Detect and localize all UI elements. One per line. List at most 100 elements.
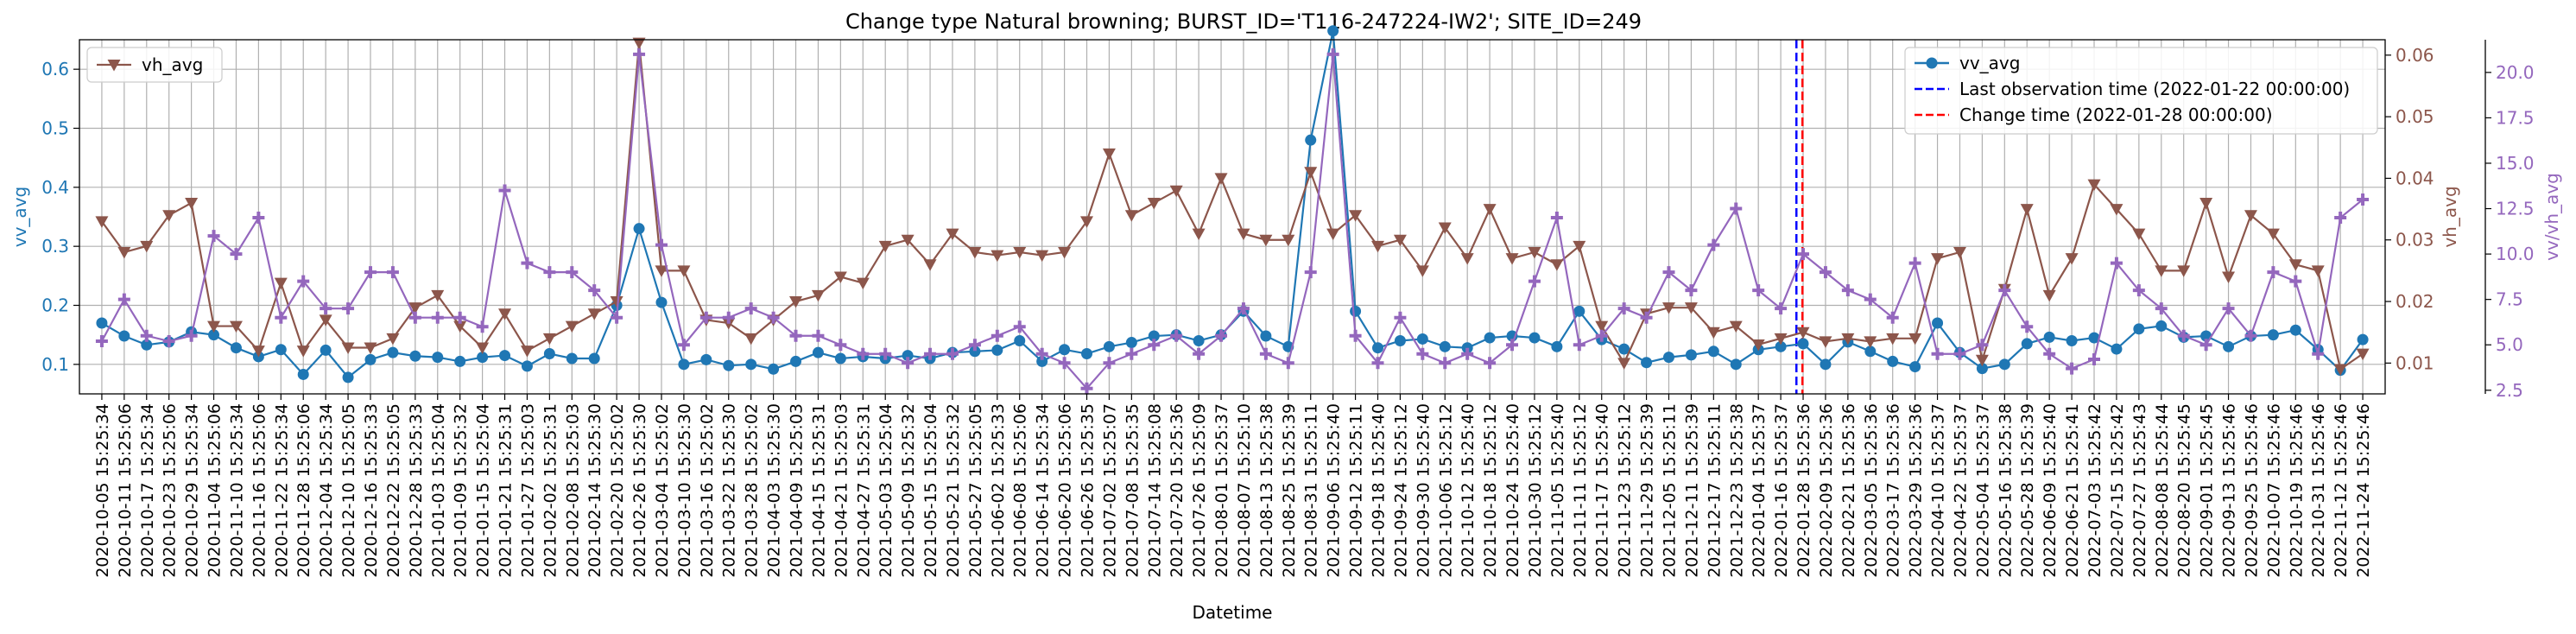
point-vh [1282, 234, 1295, 247]
legend-left-box [86, 47, 223, 83]
x-tick-label: 2021-03-28 15:25:02 [743, 403, 762, 578]
point-ratio [1215, 329, 1228, 342]
x-tick-label: 2021-03-22 15:25:30 [720, 403, 739, 578]
x-tick-label: 2022-08-08 15:25:44 [2153, 403, 2172, 578]
point-ratio [1349, 329, 1362, 342]
x-tick-label: 2022-02-09 15:25:36 [1817, 403, 1836, 578]
point-vh [1975, 354, 1989, 367]
point-ratio [117, 293, 130, 306]
point-vv [2111, 343, 2123, 355]
point-vh [833, 271, 847, 284]
point-vh [2222, 271, 2236, 284]
point-vh [856, 277, 870, 290]
point-vh [1326, 228, 1340, 241]
x-tick-label: 2022-05-16 15:25:38 [1996, 403, 2015, 578]
x-tick-label: 2021-01-21 15:25:31 [497, 403, 516, 578]
x-tick-label: 2020-12-10 15:25:05 [339, 403, 358, 578]
x-tick-label: 2021-11-23 15:25:12 [1616, 403, 1635, 578]
point-ratio [1707, 238, 1720, 251]
x-tick-label: 2021-05-15 15:25:04 [921, 403, 940, 578]
x-tick-label: 2021-04-21 15:25:03 [832, 403, 851, 578]
x-tick-label: 2021-03-04 15:25:02 [653, 403, 672, 578]
point-ratio [2110, 257, 2123, 269]
point-ratio [789, 329, 802, 342]
point-vh [677, 265, 691, 277]
point-vh [1573, 240, 1586, 253]
point-vv [499, 350, 511, 362]
x-tick-label: 2022-09-13 15:25:46 [2220, 403, 2239, 578]
point-ratio [1193, 347, 1206, 360]
point-vh [1864, 336, 1877, 348]
point-vh [968, 247, 982, 259]
point-vv [1059, 344, 1071, 356]
x-tick-label: 2022-06-09 15:25:40 [2041, 403, 2060, 578]
x-tick-label: 2021-08-01 15:25:37 [1212, 403, 1231, 578]
x-tick-label: 2021-04-27 15:25:31 [854, 403, 873, 578]
point-vv [1641, 357, 1653, 369]
point-vh [274, 277, 288, 290]
point-ratio [1506, 339, 1519, 352]
y-tick-label-right2: 2.5 [2496, 380, 2523, 401]
x-tick-label: 2022-10-07 15:25:46 [2264, 403, 2283, 578]
point-vv [1864, 346, 1877, 358]
x-tick-label: 2022-07-03 15:25:42 [2085, 403, 2104, 578]
point-vh [878, 240, 892, 253]
y-tick-label-right2: 20.0 [2496, 62, 2535, 83]
point-vh [2087, 179, 2101, 192]
point-ratio [386, 266, 399, 279]
x-tick-label: 2021-10-12 15:25:40 [1459, 403, 1478, 578]
x-tick-label: 2020-10-29 15:25:34 [183, 403, 202, 578]
x-tick-label: 2021-09-06 15:25:40 [1325, 403, 1344, 578]
point-vh [1192, 228, 1206, 241]
point-vh [946, 228, 959, 241]
point-vh [1483, 204, 1497, 216]
point-vv [1439, 340, 1451, 352]
point-vv [543, 348, 555, 360]
point-ratio [1931, 347, 1944, 360]
point-ratio [1998, 284, 2011, 297]
point-vv [2155, 320, 2168, 332]
point-ratio [2357, 193, 2370, 206]
point-vh [1684, 302, 1698, 314]
legend-label-vv: vv_avg [1959, 53, 2020, 73]
point-ratio [611, 311, 623, 324]
x-tick-label: 2021-01-09 15:25:32 [452, 403, 471, 578]
point-vv [1484, 332, 1496, 344]
x-tick-label: 2022-06-21 15:25:41 [2063, 403, 2082, 578]
x-tick-label: 2021-01-27 15:25:03 [518, 403, 537, 578]
x-tick-label: 2021-08-25 15:25:39 [1280, 403, 1299, 578]
point-vv [1685, 349, 1697, 361]
point-ratio [1058, 357, 1071, 370]
point-vv [2223, 340, 2235, 352]
x-tick-label: 2022-08-20 15:25:45 [2175, 403, 2194, 578]
point-vh [1058, 247, 1072, 259]
point-ratio [1484, 357, 1497, 370]
point-vh [2065, 253, 2079, 265]
point-ratio [1864, 293, 1877, 306]
point-vh [162, 210, 176, 222]
x-tick-label: 2021-02-20 15:25:02 [608, 403, 627, 578]
point-vh [901, 234, 915, 247]
point-vh [229, 320, 243, 333]
y-tick-label-right2: 10.0 [2496, 244, 2535, 264]
point-vv [1416, 333, 1428, 345]
series-vh [95, 37, 2370, 376]
point-ratio [185, 329, 198, 342]
point-vv [678, 358, 690, 371]
x-tick-label: 2022-01-04 15:25:37 [1750, 403, 1769, 578]
x-tick-label: 2021-03-10 15:25:30 [675, 403, 694, 578]
point-ratio [275, 311, 288, 324]
point-vh [2356, 348, 2370, 361]
point-ratio [1416, 347, 1429, 360]
legend-left: vh_avg [86, 47, 223, 83]
point-ratio [2132, 284, 2145, 297]
point-vh [1908, 333, 1922, 346]
point-vh [1796, 327, 1810, 339]
y-tick-label-left: 0.3 [41, 236, 69, 257]
y-tick-label-right1: 0.01 [2396, 352, 2434, 373]
point-vv [2088, 332, 2100, 344]
x-tick-label: 2021-07-02 15:25:07 [1100, 403, 1119, 578]
point-vh [2244, 210, 2257, 222]
point-ratio [521, 257, 534, 269]
point-ratio [1662, 266, 1675, 279]
